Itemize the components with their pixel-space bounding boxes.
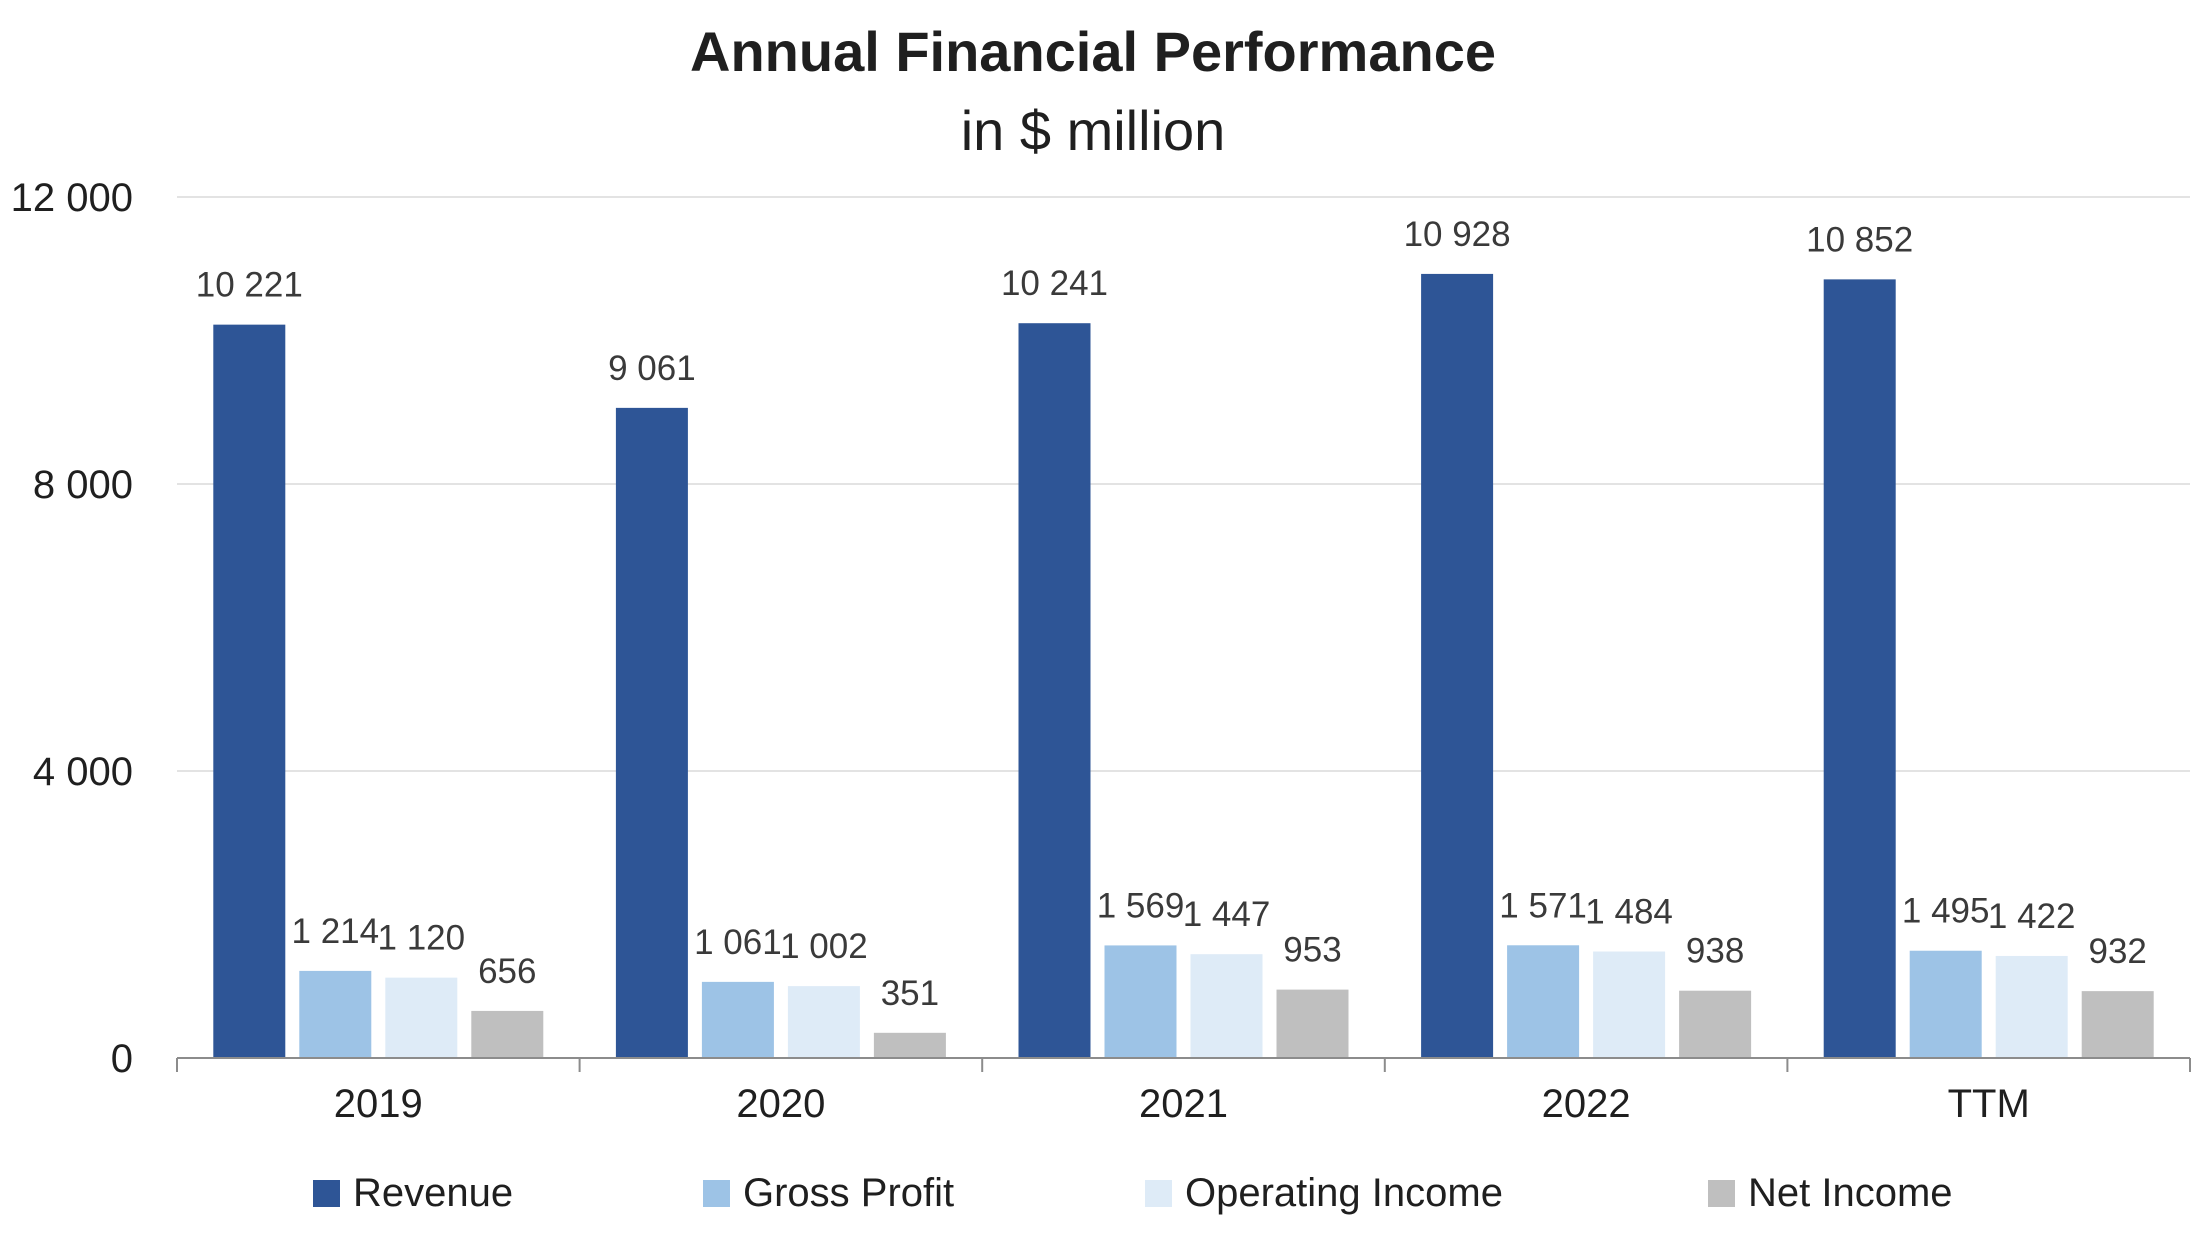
- bar-gross-profit: [701, 981, 774, 1058]
- x-category-label: 2021: [1139, 1082, 1228, 1126]
- y-tick-label: 8 000: [33, 463, 133, 507]
- y-tick-label: 12 000: [11, 176, 133, 220]
- y-tick-label: 4 000: [33, 750, 133, 794]
- legend: Revenue Gross Profit Operating Income Net I…: [313, 1171, 1953, 1215]
- data-label: 656: [478, 952, 536, 991]
- data-label: 1 569: [1097, 886, 1185, 925]
- x-axis-categories: 2019 2020 2021 2022 TTM: [334, 1082, 2030, 1126]
- x-category-label: TTM: [1948, 1082, 2030, 1126]
- x-category-label: 2020: [736, 1082, 825, 1126]
- bar-operating-income: [385, 977, 458, 1058]
- data-label: 1 120: [378, 919, 466, 958]
- bar-revenue: [615, 407, 688, 1058]
- data-label: 351: [881, 974, 939, 1013]
- bar-net-income: [471, 1010, 544, 1058]
- bar-revenue: [213, 324, 286, 1058]
- data-label: 1 571: [1499, 886, 1587, 925]
- x-category-label: 2022: [1542, 1082, 1631, 1126]
- bar-operating-income: [787, 986, 860, 1058]
- data-label: 1 422: [1988, 897, 2076, 936]
- bar-net-income: [1679, 990, 1752, 1058]
- legend-swatch: [1708, 1180, 1735, 1207]
- data-label: 10 852: [1806, 220, 1913, 259]
- x-axis: [176, 1057, 2191, 1072]
- bar-gross-profit: [1909, 950, 1982, 1058]
- bar-net-income: [2081, 991, 2154, 1058]
- data-label: 10 221: [196, 266, 303, 305]
- legend-label: Gross Profit: [743, 1171, 954, 1215]
- data-label: 10 928: [1404, 215, 1511, 254]
- x-category-label: 2019: [334, 1082, 423, 1126]
- data-label: 1 484: [1585, 893, 1673, 932]
- bar-gross-profit: [1104, 945, 1177, 1058]
- bar-operating-income: [1190, 954, 1263, 1058]
- data-label: 9 061: [608, 349, 696, 388]
- bar-revenue: [1421, 273, 1494, 1058]
- data-label: 10 241: [1001, 264, 1108, 303]
- bar-gross-profit: [1507, 945, 1580, 1058]
- chart-subtitle: in $ million: [961, 99, 1226, 162]
- data-label: 953: [1283, 931, 1341, 970]
- data-label: 932: [2088, 932, 2146, 971]
- legend-swatch: [1145, 1180, 1172, 1207]
- bar-operating-income: [1593, 951, 1666, 1058]
- data-label: 1 214: [292, 912, 380, 951]
- bar-net-income: [873, 1032, 946, 1058]
- y-axis-ticks: 0 4 000 8 000 12 000: [11, 176, 133, 1081]
- bar-operating-income: [1995, 955, 2068, 1058]
- legend-label: Revenue: [353, 1171, 513, 1215]
- bar-gross-profit: [299, 970, 372, 1058]
- bar-revenue: [1823, 279, 1896, 1058]
- data-label: 1 495: [1902, 892, 1990, 931]
- chart-title: Annual Financial Performance: [690, 20, 1496, 83]
- bars: [213, 273, 2154, 1058]
- y-tick-label: 0: [111, 1037, 133, 1081]
- legend-label: Net Income: [1748, 1171, 1953, 1215]
- legend-swatch: [703, 1180, 730, 1207]
- data-label: 1 061: [694, 923, 782, 962]
- bar-net-income: [1276, 989, 1349, 1058]
- data-label: 1 002: [780, 927, 868, 966]
- data-label: 938: [1686, 932, 1744, 971]
- bar-revenue: [1018, 323, 1091, 1058]
- data-label: 1 447: [1183, 895, 1271, 934]
- legend-swatch: [313, 1180, 340, 1207]
- legend-label: Operating Income: [1185, 1171, 1503, 1215]
